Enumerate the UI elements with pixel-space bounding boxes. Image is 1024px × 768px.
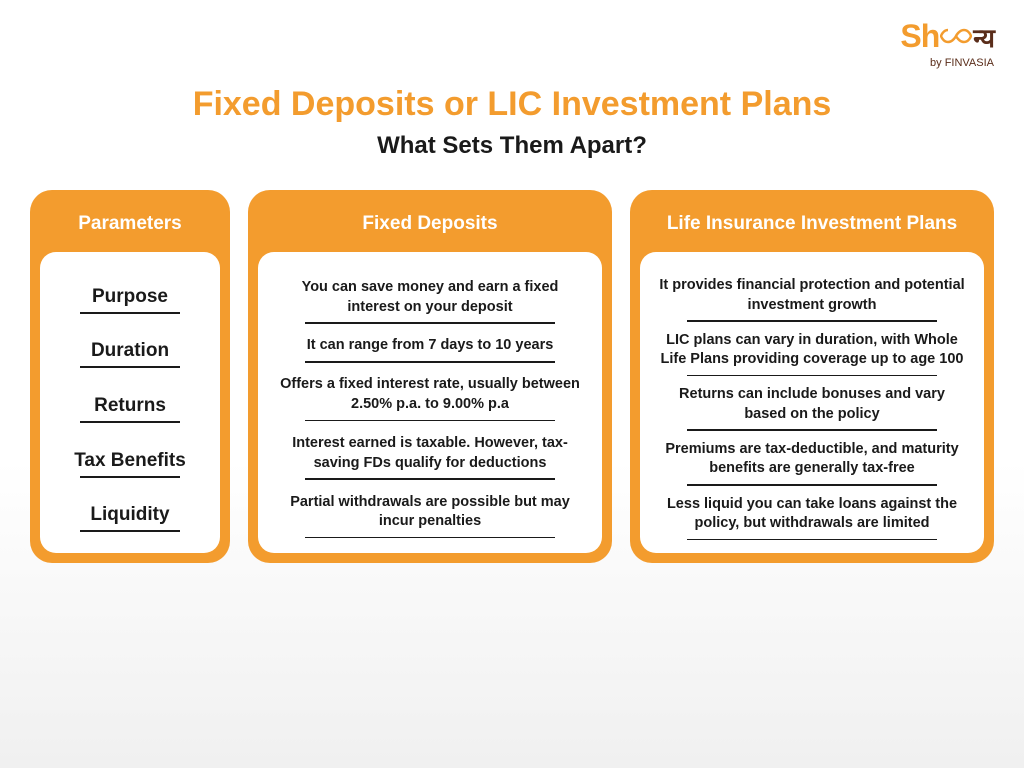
column-body-lic: It provides financial protection and pot… xyxy=(640,252,984,553)
fd-purpose: You can save money and earn a fixed inte… xyxy=(270,272,590,327)
column-lic: Life Insurance Investment Plans It provi… xyxy=(630,190,994,563)
comparison-columns: Parameters Purpose Duration Returns Tax … xyxy=(0,160,1024,563)
column-header-parameters: Parameters xyxy=(40,204,220,252)
infinity-icon xyxy=(940,28,972,46)
param-duration: Duration xyxy=(52,332,208,371)
column-body-fd: You can save money and earn a fixed inte… xyxy=(258,252,602,553)
column-body-parameters: Purpose Duration Returns Tax Benefits Li… xyxy=(40,252,220,553)
lic-liquidity: Less liquid you can take loans against t… xyxy=(652,489,972,544)
column-parameters: Parameters Purpose Duration Returns Tax … xyxy=(30,190,230,563)
brand-logo: Sh न्य by FINVASIA xyxy=(900,18,994,69)
page-title: Fixed Deposits or LIC Investment Plans xyxy=(0,85,1024,124)
fd-duration: It can range from 7 days to 10 years xyxy=(270,330,590,365)
param-tax: Tax Benefits xyxy=(52,442,208,481)
param-returns: Returns xyxy=(52,387,208,426)
logo-prefix: Sh xyxy=(900,18,939,55)
column-fixed-deposits: Fixed Deposits You can save money and ea… xyxy=(248,190,612,563)
fd-tax: Interest earned is taxable. However, tax… xyxy=(270,428,590,483)
fd-liquidity: Partial withdrawals are possible but may… xyxy=(270,487,590,542)
logo-main: Sh न्य xyxy=(900,18,994,55)
logo-suffix: न्य xyxy=(973,19,994,55)
lic-tax: Premiums are tax-deductible, and maturit… xyxy=(652,434,972,489)
page-subtitle: What Sets Them Apart? xyxy=(0,132,1024,160)
param-purpose: Purpose xyxy=(52,278,208,317)
logo-byline: by FINVASIA xyxy=(900,57,994,69)
param-liquidity: Liquidity xyxy=(52,496,208,535)
lic-purpose: It provides financial protection and pot… xyxy=(652,270,972,325)
lic-duration: LIC plans can vary in duration, with Who… xyxy=(652,325,972,380)
column-header-lic: Life Insurance Investment Plans xyxy=(640,204,984,252)
page-header: Fixed Deposits or LIC Investment Plans W… xyxy=(0,0,1024,160)
lic-returns: Returns can include bonuses and vary bas… xyxy=(652,379,972,434)
column-header-fd: Fixed Deposits xyxy=(258,204,602,252)
fd-returns: Offers a fixed interest rate, usually be… xyxy=(270,369,590,424)
